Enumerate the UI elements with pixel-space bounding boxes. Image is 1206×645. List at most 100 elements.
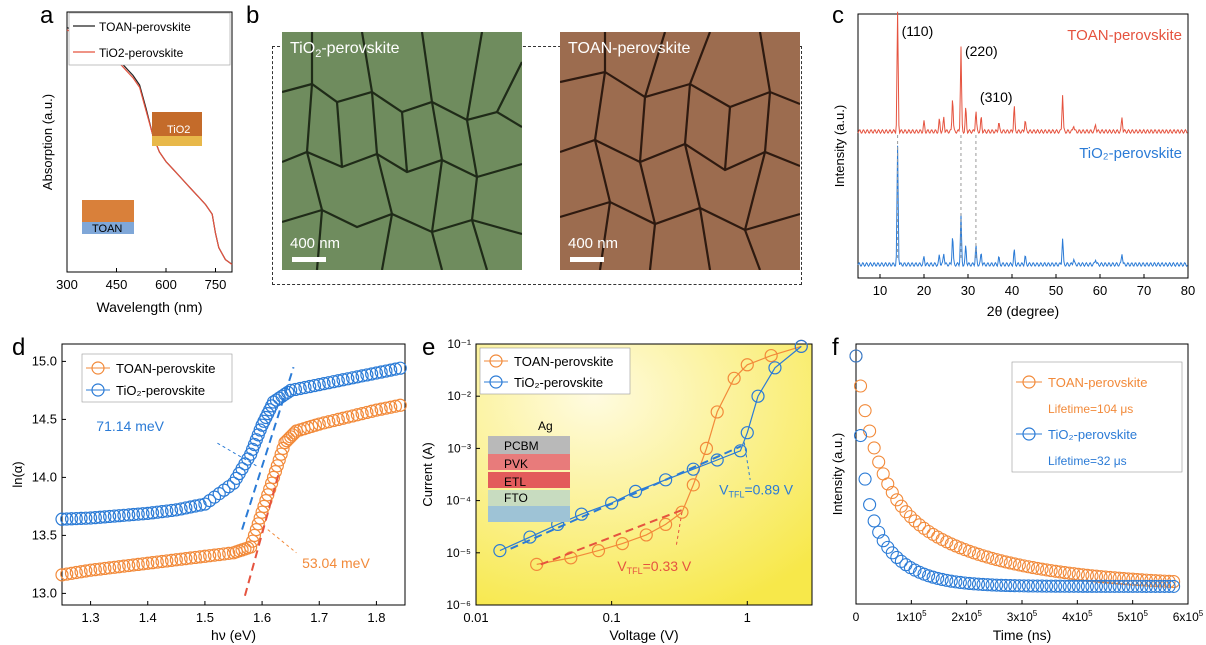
marker-f-1-61 [1126, 579, 1140, 593]
x-tick-label-f-4: 4x105 [1062, 609, 1093, 624]
marker-f-1-9 [890, 550, 904, 564]
panel-label-c: c [832, 2, 844, 29]
marker-d-1 [317, 377, 331, 391]
x-tick-label-f-1: 1x105 [896, 609, 927, 624]
marker-f-0-30 [985, 551, 999, 565]
x-tick-label-d-3: 1.6 [253, 610, 271, 625]
marker-f-0-38 [1021, 560, 1035, 574]
marker-d-0 [341, 410, 355, 424]
marker-d-0 [122, 558, 136, 573]
sem-title-toan: TOAN-perovskite [568, 40, 691, 57]
marker-d-0 [360, 405, 374, 420]
marker-f-1-58 [1112, 579, 1126, 593]
series-label-c-1: TiO₂-perovskite [1079, 145, 1182, 162]
marker-d-0 [312, 417, 326, 431]
marker-f-0-59 [1117, 572, 1131, 586]
chart-c: 10 20 30 40 50 60 70 80 2θ (degree) Intensity (a.… [832, 11, 1195, 319]
marker-f-1-42 [1040, 579, 1054, 593]
x-tick-label-e-2: 1 [744, 610, 751, 625]
x-tick-label-c-2: 30 [961, 283, 975, 298]
marker-f-1-21 [944, 574, 958, 588]
marker-d-1 [198, 497, 212, 511]
marker-d-0 [247, 528, 262, 542]
inset-label-pvk: PVK [504, 457, 528, 471]
annotation-e-toan: VTFL=0.33 V [617, 558, 692, 576]
inset-device-top-tio2 [152, 112, 202, 136]
marker-f-1-39 [1026, 579, 1040, 593]
y-axis-label-d: ln(α) [10, 461, 25, 487]
x-tick-label-a-2: 600 [155, 277, 177, 292]
marker-d-1 [74, 511, 88, 525]
marker-f-1-22 [949, 575, 963, 589]
panel-label-d: d [12, 334, 26, 361]
legend-box-e [479, 347, 631, 395]
x-tick-label-a-1: 450 [106, 277, 128, 292]
marker-d-0 [263, 482, 277, 496]
marker-f-1-24 [958, 576, 972, 590]
legend-label-a-1: TiO2-perovskite [99, 46, 184, 60]
x-tick-label-c-5: 60 [1093, 283, 1107, 298]
marker-f-0-47 [1062, 566, 1076, 580]
fit-line-d-tio2 [241, 366, 295, 530]
marker-f-0-43 [1044, 564, 1058, 578]
sem-image-tio2-tile: TiO2-perovskite 400 nm [282, 32, 522, 270]
marker-f-0-56 [1103, 570, 1117, 585]
legend-label-a-0: TOAN-perovskite [99, 20, 191, 34]
marker-f-1-45 [1053, 579, 1067, 593]
marker-d-1 [188, 499, 202, 513]
marker-d-0 [379, 401, 393, 415]
marker-f-1-33 [999, 578, 1013, 593]
marker-d-1 [79, 511, 93, 525]
marker-d-1 [217, 483, 231, 497]
marker-f-1-55 [1099, 579, 1113, 593]
inset-layer-e-0 [488, 454, 570, 470]
marker-d-1 [222, 480, 236, 494]
marker-d-0 [365, 404, 379, 418]
x-tick-label-f-5: 5x105 [1117, 609, 1148, 624]
marker-f-0-48 [1067, 567, 1081, 581]
legend-label-e-1: TiO₂-perovskite [514, 375, 603, 390]
marker-f-1-20 [940, 573, 954, 587]
inset-layer-e-3 [488, 506, 570, 522]
legend-lifetime-f-1: Lifetime=32 μs [1048, 454, 1127, 468]
marker-e-1-9 [733, 444, 748, 458]
marker-d-0 [222, 546, 236, 560]
marker-f-1-27 [971, 577, 986, 591]
marker-f-1-25 [962, 576, 976, 590]
x-tick-label-d-2: 1.5 [196, 610, 214, 625]
marker-d-1 [179, 501, 193, 515]
inset-label-toan: TOAN [92, 223, 122, 235]
marker-f-0-1 [853, 379, 868, 393]
marker-f-1-34 [1003, 579, 1017, 593]
marker-e-1-7 [686, 462, 700, 476]
marker-d-0 [112, 560, 126, 574]
marker-e-1-13 [794, 339, 808, 353]
marker-d-0 [60, 567, 74, 581]
marker-d-0 [388, 399, 403, 413]
annotation-e-tio2: VTFL=0.89 V [719, 482, 794, 500]
marker-f-1-35 [1008, 579, 1022, 593]
marker-d-1 [331, 374, 345, 388]
inset-layer-e-2 [488, 490, 570, 506]
fit-line-d-toan [243, 471, 281, 596]
legend-box-f [1011, 361, 1183, 473]
marker-d-1 [298, 380, 312, 395]
marker-d-1 [384, 363, 398, 377]
marker-f-1-1 [853, 428, 868, 443]
marker-d-1 [155, 505, 169, 519]
marker-d-1 [69, 511, 83, 526]
marker-e-0-9 [710, 405, 724, 419]
marker-d-1 [288, 382, 303, 397]
marker-f-1-52 [1085, 579, 1099, 593]
marker-f-1-28 [976, 577, 990, 592]
marker-d-1 [117, 508, 131, 522]
sem-title-tio2: TiO2-perovskite [290, 40, 400, 61]
legend-label-e-0: TOAN-perovskite [514, 354, 613, 369]
marker-d-1 [93, 510, 107, 524]
marker-f-0-45 [1053, 565, 1067, 579]
marker-e-1-4 [605, 496, 619, 510]
x-axis-label-f: Time (ns) [993, 627, 1052, 643]
marker-f-1-29 [981, 578, 995, 592]
annotation-d-tio2: 71.14 meV [96, 418, 164, 434]
scale-bar-left [292, 257, 326, 262]
